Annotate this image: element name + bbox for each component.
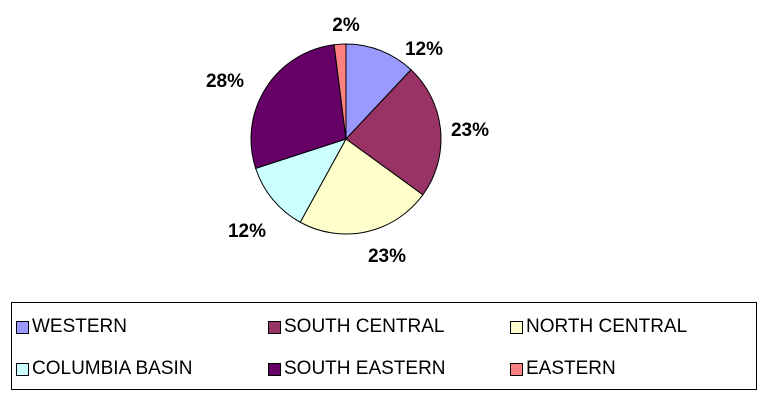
- legend-item-eastern: EASTERN: [510, 358, 616, 380]
- legend-label-western: WESTERN: [32, 316, 127, 337]
- legend-label-north-central: NORTH CENTRAL: [526, 316, 688, 337]
- data-label-eastern: 2%: [332, 15, 360, 36]
- legend-label-eastern: EASTERN: [526, 358, 616, 379]
- pie-labels: 12% 23% 23% 12% 28% 2%: [206, 15, 489, 267]
- data-label-western: 12%: [405, 39, 443, 60]
- legend-item-columbia-basin: COLUMBIA BASIN: [16, 358, 193, 380]
- legend-item-south-eastern: SOUTH EASTERN: [268, 358, 446, 380]
- legend-swatch-north-central: [510, 320, 523, 334]
- pie-slice-columbia-basin: [255, 138, 348, 223]
- legend-item-south-central: SOUTH CENTRAL: [268, 316, 444, 338]
- legend-label-columbia-basin: COLUMBIA BASIN: [32, 358, 193, 379]
- legend-swatch-south-central: [268, 320, 281, 334]
- pie-slice-south-eastern: [250, 44, 347, 169]
- data-label-north-central: 23%: [368, 246, 406, 267]
- pie-slice-western: [345, 43, 412, 141]
- legend-item-western: WESTERN: [16, 316, 127, 338]
- pie-slices: [250, 43, 442, 235]
- legend-label-south-central: SOUTH CENTRAL: [284, 316, 445, 337]
- data-label-south-eastern: 28%: [206, 71, 244, 92]
- legend-item-north-central: NORTH CENTRAL: [510, 316, 687, 338]
- legend-swatch-eastern: [510, 362, 523, 376]
- data-label-columbia-basin: 12%: [228, 221, 266, 242]
- pie-slice-north-central: [299, 138, 424, 235]
- legend-label-south-eastern: SOUTH EASTERN: [284, 358, 446, 379]
- pie-slice-eastern: [333, 43, 347, 140]
- legend-swatch-columbia-basin: [16, 362, 29, 376]
- legend-swatch-western: [16, 320, 29, 334]
- data-label-south-central: 23%: [451, 120, 489, 141]
- legend-swatch-south-eastern: [268, 362, 281, 376]
- chart-legend: WESTERN SOUTH CENTRAL NORTH CENTRAL COLU…: [11, 302, 757, 390]
- pie-slice-south-central: [345, 69, 442, 196]
